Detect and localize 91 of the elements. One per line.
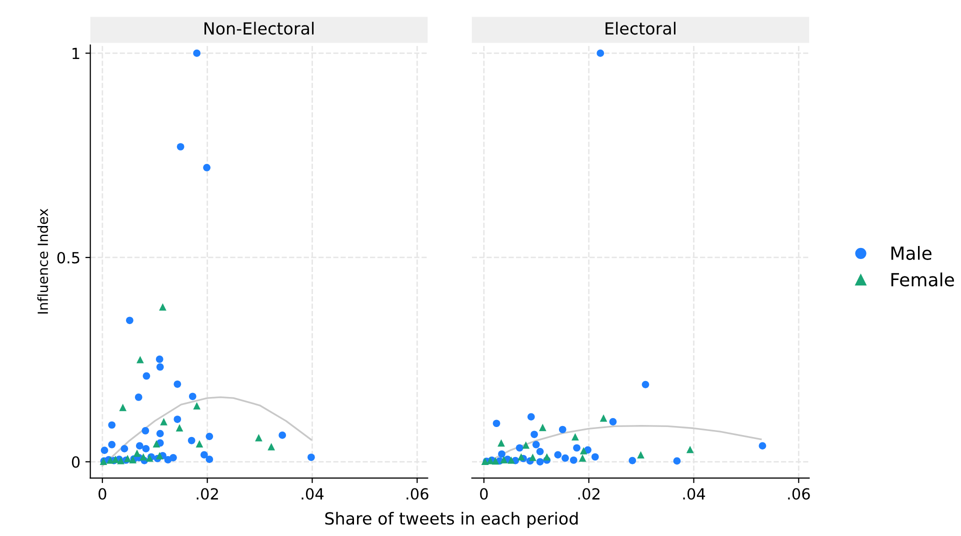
point — [136, 442, 144, 450]
point — [142, 445, 150, 452]
x-axis-title: Share of tweets in each period — [325, 512, 578, 528]
point — [174, 416, 182, 423]
point — [100, 446, 108, 454]
point — [580, 447, 588, 454]
point — [119, 404, 127, 412]
point — [176, 143, 184, 150]
point — [176, 424, 184, 432]
point — [570, 456, 578, 464]
x-tick-label: .02 — [196, 488, 218, 500]
point — [196, 440, 204, 448]
point — [628, 456, 636, 464]
point — [492, 420, 500, 428]
point — [529, 454, 536, 461]
point — [120, 445, 128, 452]
point — [108, 440, 116, 448]
point — [558, 426, 566, 434]
point — [498, 450, 506, 458]
point — [108, 421, 116, 429]
point — [206, 456, 214, 463]
point — [600, 414, 608, 422]
point — [522, 441, 530, 449]
point — [554, 451, 562, 458]
y-tick-label: 0 — [72, 456, 80, 468]
point — [500, 456, 508, 464]
point — [516, 444, 524, 452]
chart-title: Non-Electoral — [204, 22, 314, 35]
x-tick-label: 0 — [480, 488, 488, 500]
point — [140, 453, 147, 461]
point — [159, 303, 166, 311]
point — [492, 457, 500, 465]
x-tick-label: .04 — [302, 488, 324, 500]
point — [536, 458, 544, 466]
point — [255, 434, 262, 442]
point — [200, 451, 208, 458]
point — [596, 50, 604, 57]
x-tick-label: .06 — [788, 488, 810, 500]
point — [562, 454, 569, 462]
point — [538, 424, 546, 432]
point — [156, 356, 164, 363]
legend-label: Female — [891, 272, 954, 286]
point — [686, 446, 694, 454]
point — [637, 451, 644, 458]
point — [156, 452, 164, 460]
point — [203, 164, 210, 172]
point — [156, 430, 164, 438]
point — [642, 380, 650, 388]
point — [609, 418, 617, 426]
point — [142, 427, 150, 434]
point — [530, 430, 538, 438]
point — [156, 363, 164, 371]
point — [193, 402, 200, 410]
point — [578, 454, 586, 462]
point — [160, 418, 168, 426]
point — [136, 356, 144, 364]
point — [532, 440, 540, 448]
point — [572, 433, 579, 441]
chart-title: Electoral — [606, 22, 676, 35]
point — [126, 316, 134, 324]
point — [268, 442, 275, 450]
point — [673, 457, 681, 465]
y-tick-label: 1 — [72, 48, 80, 59]
point — [278, 432, 286, 439]
point — [591, 453, 599, 461]
point — [527, 413, 535, 420]
point — [517, 453, 525, 461]
point — [152, 440, 160, 448]
point — [308, 454, 315, 461]
x-tick-label: 0 — [98, 488, 106, 500]
point — [536, 448, 544, 456]
point — [573, 444, 580, 452]
point — [206, 432, 214, 440]
point — [188, 392, 196, 400]
point — [134, 394, 142, 401]
point — [188, 436, 196, 444]
point — [133, 450, 141, 457]
x-tick-label: .02 — [578, 488, 600, 500]
x-tick-label: .04 — [683, 488, 706, 500]
y-tick-label: 0.5 — [57, 252, 80, 264]
legend-label: Male — [891, 246, 932, 260]
point — [543, 453, 551, 461]
point — [174, 380, 182, 388]
point — [142, 372, 150, 380]
point — [758, 442, 766, 450]
point — [193, 50, 200, 57]
y-axis-title: Influence Index — [37, 208, 48, 314]
point — [170, 454, 177, 462]
point — [508, 456, 515, 464]
x-tick-label: .06 — [406, 488, 428, 500]
point — [498, 439, 505, 447]
